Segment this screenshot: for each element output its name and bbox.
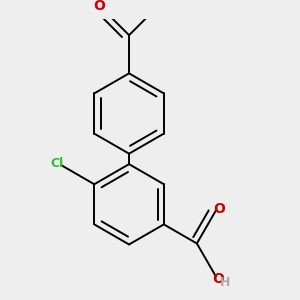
- Text: O: O: [213, 202, 225, 216]
- Text: Cl: Cl: [50, 157, 64, 170]
- Text: O: O: [93, 0, 105, 13]
- Text: O: O: [212, 272, 224, 286]
- Text: H: H: [220, 276, 230, 289]
